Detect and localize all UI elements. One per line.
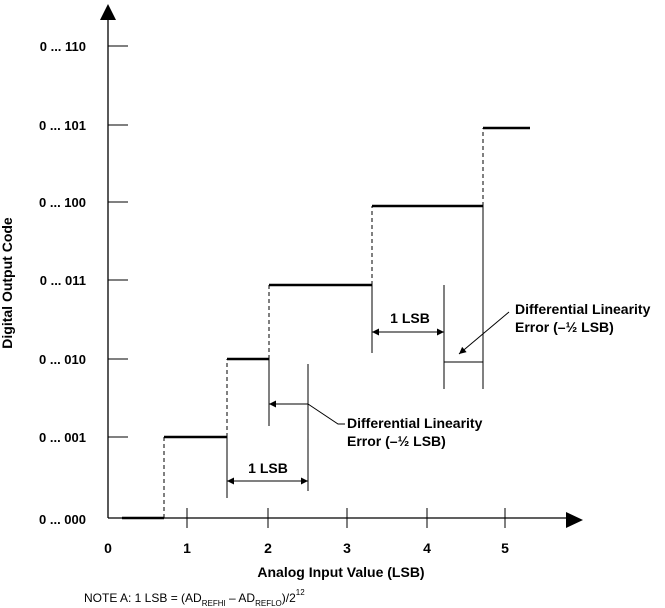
note-a: NOTE A: 1 LSB = (ADREFHI – ADREFLO)/212 — [84, 588, 305, 608]
x-ticks — [186, 508, 506, 528]
y-tick-label-010: 0 ... 010 — [39, 352, 86, 367]
y-tick-label-000: 0 ... 000 — [39, 512, 86, 527]
x-tick-label-1: 1 — [183, 540, 191, 556]
dle-label-upper-line1: Differential Linearity — [515, 301, 651, 317]
x-tick-label-4: 4 — [423, 540, 431, 556]
y-tick-label-101: 0 ... 101 — [39, 118, 86, 133]
x-tick-label-0: 0 — [104, 540, 112, 556]
dle-label-lower-line1: Differential Linearity — [347, 415, 483, 431]
dle-label-lower-line2: Error (–½ LSB) — [347, 433, 446, 449]
staircase — [122, 126, 530, 520]
x-tick-label-5: 5 — [501, 540, 509, 556]
lsb-label-upper: 1 LSB — [390, 310, 430, 326]
x-tick-label-3: 3 — [343, 540, 351, 556]
x-tick-label-2: 2 — [264, 540, 272, 556]
y-tick-label-001: 0 ... 001 — [39, 430, 86, 445]
y-ticks — [108, 45, 128, 438]
dle-label-upper-line2: Error (–½ LSB) — [515, 319, 614, 335]
x-axis-title: Analog Input Value (LSB) — [257, 564, 424, 580]
y-tick-label-110: 0 ... 110 — [40, 39, 86, 54]
y-tick-label-011: 0 ... 011 — [40, 273, 86, 288]
dle-leader-lower — [307, 403, 345, 425]
y-axis-arrowhead — [100, 4, 116, 20]
y-tick-label-100: 0 ... 100 — [39, 195, 86, 210]
y-axis-title: Digital Output Code — [0, 217, 15, 349]
x-axis-arrowhead — [566, 512, 583, 528]
lsb-label-lower: 1 LSB — [248, 460, 288, 476]
dle-leader-upper — [458, 311, 510, 355]
step-risers — [163, 128, 484, 518]
